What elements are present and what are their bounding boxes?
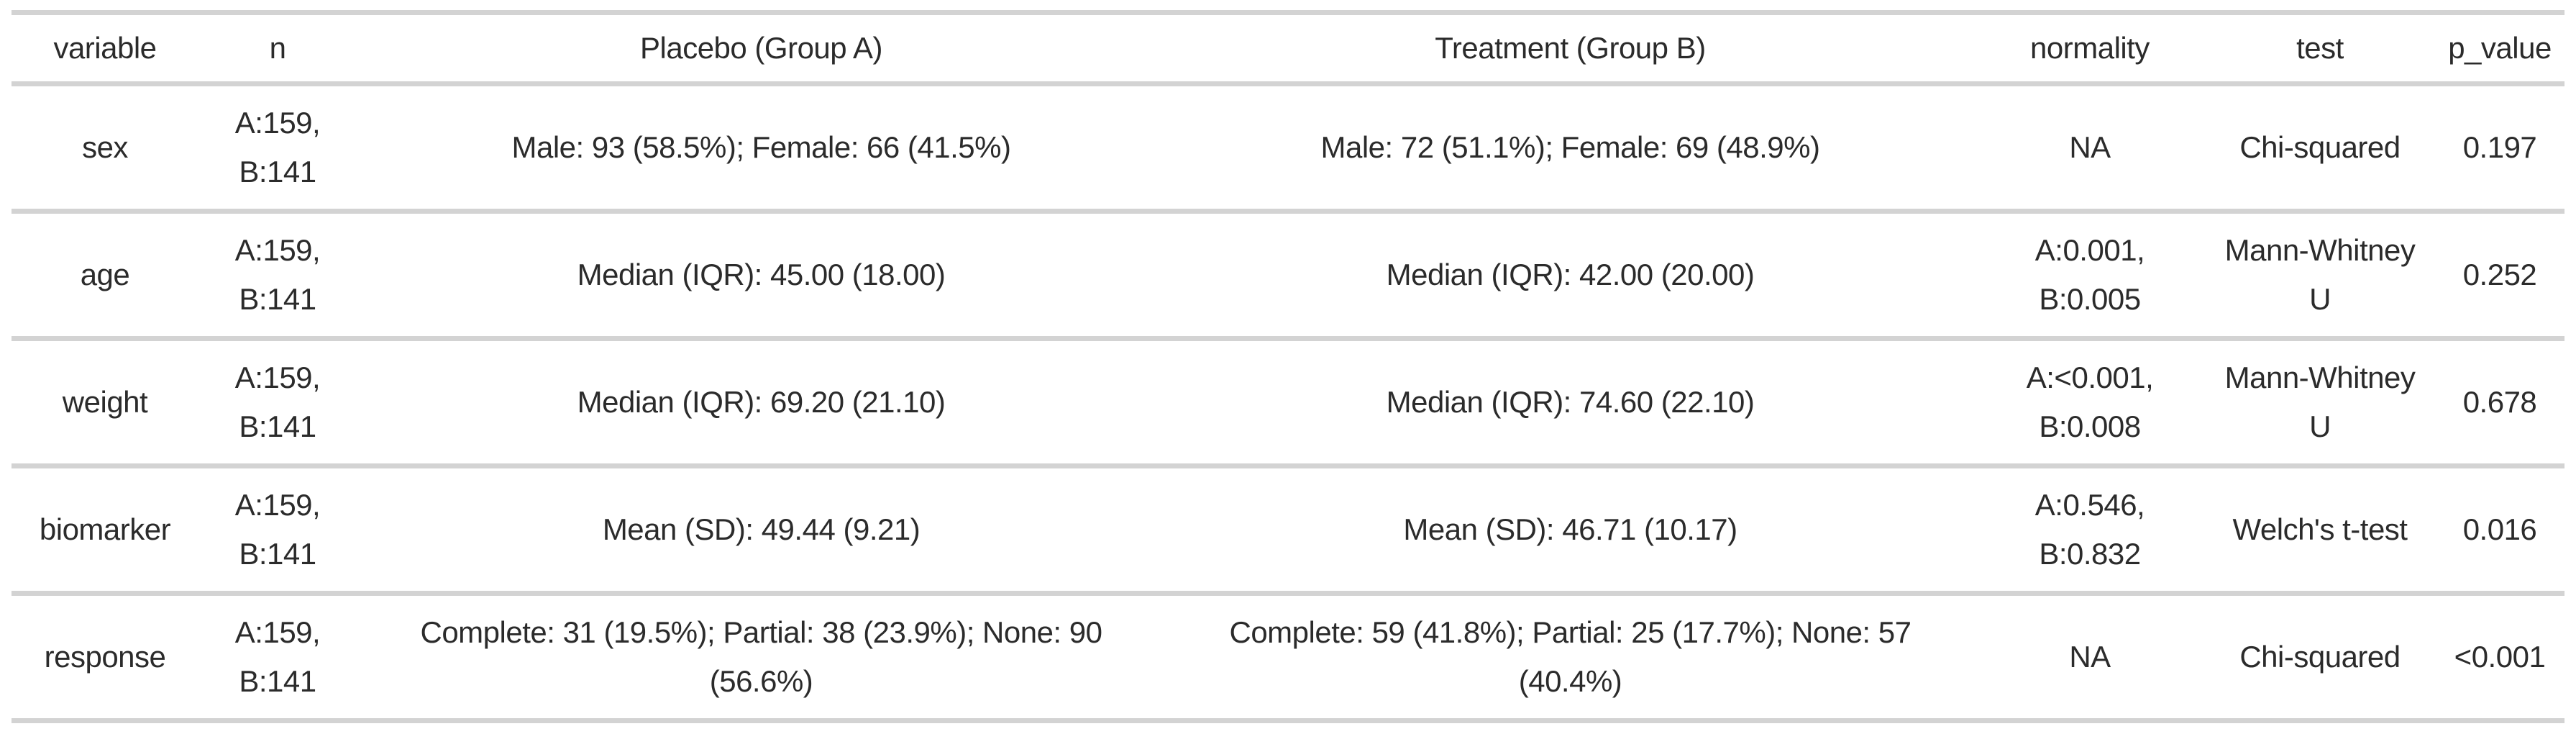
table-cell: biomarker <box>39 512 171 546</box>
table-cell: Chi-squared <box>2239 640 2401 674</box>
table-row: response A:159, B:141 Complete: 31 (19.5… <box>12 594 2564 721</box>
summary-statistics-table: variable n Placebo (Group A) Treatment (… <box>12 10 2564 723</box>
table-cell: A:159, B:141 <box>234 488 321 571</box>
table-cell: Mann-Whitney U <box>2224 361 2416 443</box>
table-cell: Welch's t-test <box>2232 512 2408 546</box>
column-header-placebo: Placebo (Group A) <box>639 31 883 65</box>
table-cell: Median (IQR): 42.00 (20.00) <box>1386 258 1755 291</box>
table-cell: weight <box>62 385 148 419</box>
table-cell: A:0.546, B:0.832 <box>2034 488 2145 571</box>
table-row: biomarker A:159, B:141 Mean (SD): 49.44 … <box>12 466 2564 594</box>
table-cell: Male: 72 (51.1%); Female: 69 (48.9%) <box>1320 130 1821 164</box>
column-header-test: test <box>2296 31 2344 65</box>
column-header-variable: variable <box>53 31 157 65</box>
table-cell: 0.678 <box>2462 385 2537 419</box>
column-header-p-value: p_value <box>2448 31 2552 65</box>
table-cell: Median (IQR): 45.00 (18.00) <box>577 258 946 291</box>
header-row: variable n Placebo (Group A) Treatment (… <box>12 13 2564 84</box>
table-cell: 0.197 <box>2462 130 2537 164</box>
table-cell: Complete: 59 (41.8%); Partial: 25 (17.7%… <box>1229 615 1912 698</box>
table-cell: Chi-squared <box>2239 130 2401 164</box>
table-row: sex A:159, B:141 Male: 93 (58.5%); Femal… <box>12 84 2564 212</box>
table-cell: Mean (SD): 46.71 (10.17) <box>1403 512 1737 546</box>
table-cell: Complete: 31 (19.5%); Partial: 38 (23.9%… <box>420 615 1102 698</box>
table-cell: <0.001 <box>2454 640 2546 674</box>
table-cell: A:159, B:141 <box>234 361 321 443</box>
table-cell: age <box>80 258 130 291</box>
table-cell: Mann-Whitney U <box>2224 233 2416 316</box>
table-cell: 0.252 <box>2462 258 2537 291</box>
column-header-treatment: Treatment (Group B) <box>1435 31 1706 65</box>
table-cell: Mean (SD): 49.44 (9.21) <box>602 512 921 546</box>
column-header-n: n <box>269 31 286 65</box>
table-row: weight A:159, B:141 Median (IQR): 69.20 … <box>12 339 2564 466</box>
table-cell: A:159, B:141 <box>234 615 321 698</box>
table-cell: A:0.001, B:0.005 <box>2034 233 2145 316</box>
table-cell: response <box>44 640 166 674</box>
table-cell: Median (IQR): 69.20 (21.10) <box>577 385 946 419</box>
table-cell: NA <box>2069 130 2111 164</box>
table-cell: A:159, B:141 <box>234 233 321 316</box>
table-cell: A:159, B:141 <box>234 106 321 189</box>
table-cell: NA <box>2069 640 2111 674</box>
table-cell: Median (IQR): 74.60 (22.10) <box>1386 385 1755 419</box>
table-cell: sex <box>82 130 128 164</box>
table-cell: 0.016 <box>2462 512 2537 546</box>
table-cell: A:<0.001, B:0.008 <box>2026 361 2154 443</box>
table-row: age A:159, B:141 Median (IQR): 45.00 (18… <box>12 212 2564 339</box>
table-cell: Male: 93 (58.5%); Female: 66 (41.5%) <box>511 130 1012 164</box>
column-header-normality: normality <box>2030 31 2150 65</box>
